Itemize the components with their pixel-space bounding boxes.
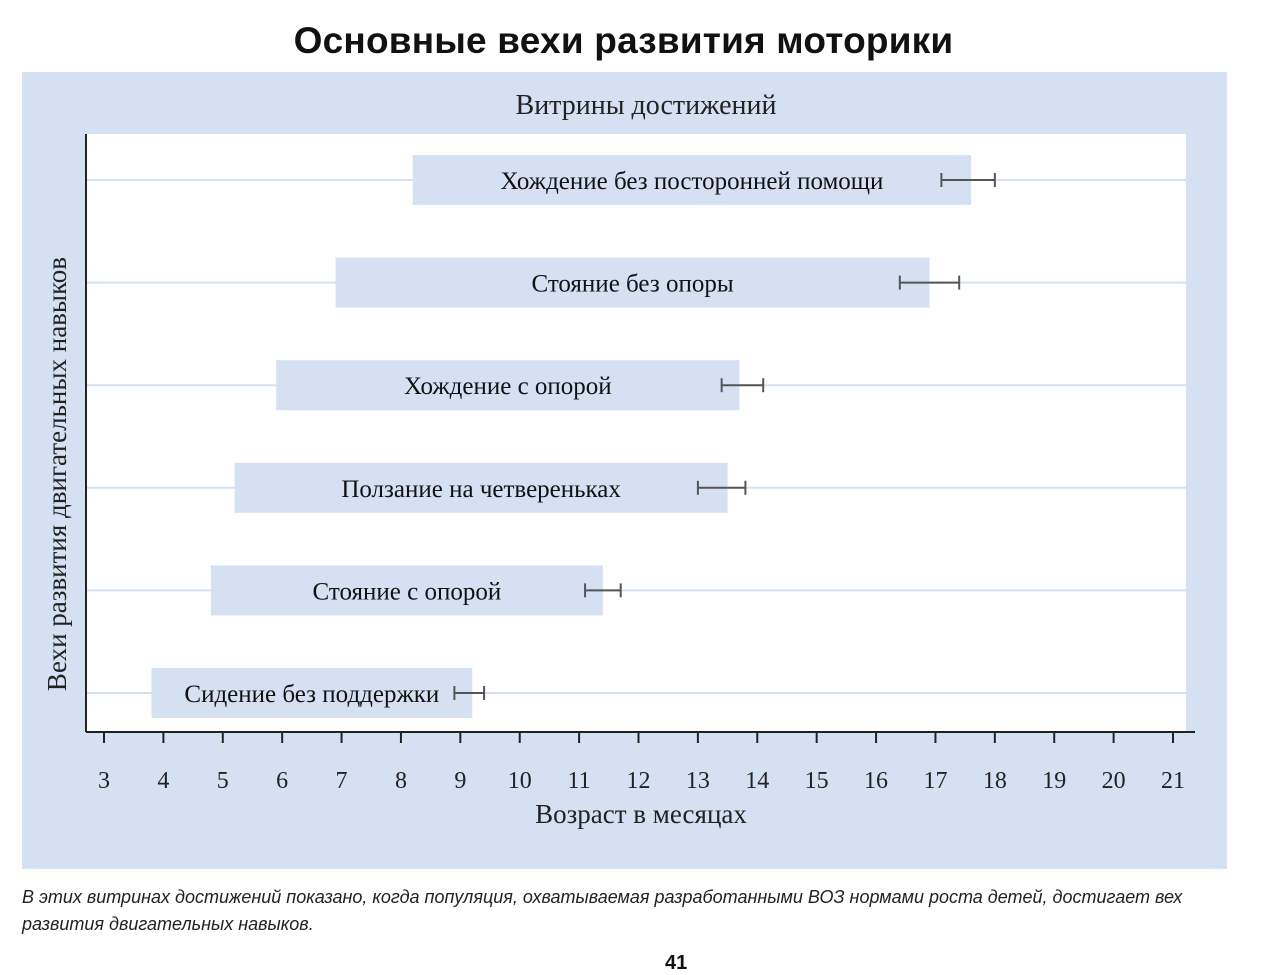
chart-title: Витрины достижений — [516, 90, 777, 121]
x-ticks: 3 4 5 6 7 8 9 10 11 12 13 14 15 16 17 18 19 20 21 — [98, 732, 1185, 794]
bar — [412, 155, 972, 205]
motor-milestones-chart: Витрины достижений Хождение без посторон… — [42, 90, 1195, 829]
x-tick-label: 7 — [336, 768, 348, 794]
x-tick-label: 4 — [157, 768, 169, 794]
axes — [85, 134, 1195, 733]
x-tick-label: 9 — [454, 768, 466, 794]
plot-area — [86, 134, 1186, 732]
figure-caption: В этих витринах достижений показано, ког… — [22, 887, 1183, 934]
x-tick-label: 5 — [217, 768, 229, 794]
bar-label: Сидение без поддержки — [184, 681, 439, 708]
bar-label: Хождение с опорой — [404, 373, 612, 400]
bars — [151, 155, 972, 718]
bar — [151, 668, 473, 718]
x-tick-label: 16 — [864, 768, 888, 794]
bar — [234, 462, 728, 513]
x-tick-label: 3 — [98, 768, 110, 794]
x-tick-label: 19 — [1042, 768, 1066, 794]
x-tick-label: 11 — [568, 768, 591, 794]
x-tick-label: 18 — [983, 768, 1007, 794]
x-tick-label: 10 — [508, 768, 532, 794]
error-bars — [453, 173, 996, 700]
bar-label: Ползание на четвереньках — [341, 476, 621, 503]
bar-label: Хождение без посторонней помощи — [500, 168, 883, 195]
x-tick-label: 13 — [686, 768, 710, 794]
y-axis-label: Вехи развития двигательных навыков — [42, 257, 72, 691]
bar-labels: Хождение без посторонней помощи Стояние б… — [184, 168, 883, 708]
x-axis-label: Возраст в месяцах — [535, 799, 747, 829]
bar — [276, 360, 740, 411]
chart-panel: Витрины достижений Хождение без посторон… — [22, 72, 1227, 869]
bar — [335, 257, 930, 308]
x-tick-label: 17 — [923, 768, 947, 794]
x-tick-label: 21 — [1161, 768, 1185, 794]
x-tick-label: 12 — [627, 768, 651, 794]
page-title: Основные вехи развития моторики — [293, 20, 954, 61]
page-number: 41 — [665, 952, 688, 974]
x-tick-label: 15 — [805, 768, 829, 794]
x-tick-label: 20 — [1102, 768, 1126, 794]
x-tick-label: 6 — [276, 768, 288, 794]
x-tick-label: 14 — [745, 768, 769, 794]
x-tick-label: 8 — [395, 768, 407, 794]
bar-label: Стояние без опоры — [531, 271, 733, 298]
bar-label: Стояние с опорой — [313, 578, 502, 605]
bar — [210, 565, 603, 616]
